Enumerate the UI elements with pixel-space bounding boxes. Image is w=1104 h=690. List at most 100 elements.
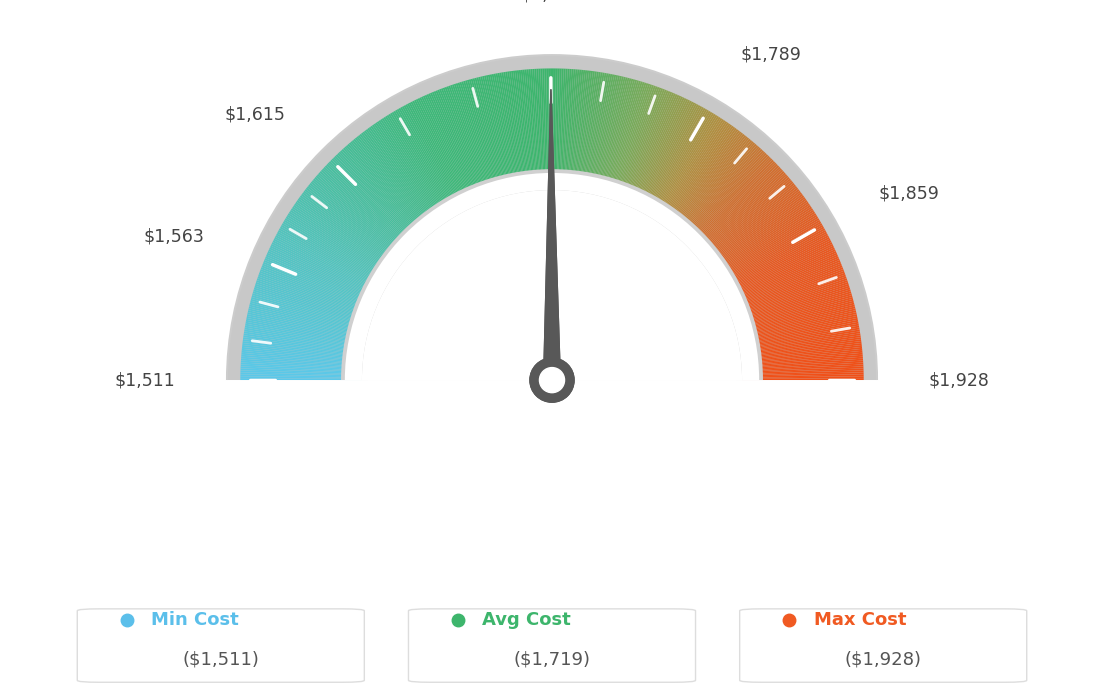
Wedge shape: [740, 328, 860, 349]
Wedge shape: [612, 84, 652, 200]
Wedge shape: [407, 104, 465, 212]
Wedge shape: [490, 75, 516, 194]
Wedge shape: [540, 68, 546, 190]
Wedge shape: [250, 303, 368, 334]
Wedge shape: [454, 83, 493, 199]
Wedge shape: [293, 206, 394, 275]
Wedge shape: [721, 239, 830, 295]
Wedge shape: [624, 92, 672, 205]
Wedge shape: [555, 68, 560, 190]
Wedge shape: [464, 81, 499, 198]
Wedge shape: [333, 157, 420, 245]
Wedge shape: [241, 361, 362, 369]
Wedge shape: [669, 135, 746, 231]
Wedge shape: [716, 225, 824, 286]
Wedge shape: [376, 121, 446, 223]
Wedge shape: [561, 69, 567, 190]
Wedge shape: [732, 280, 848, 320]
Wedge shape: [648, 111, 711, 217]
Wedge shape: [669, 134, 744, 230]
Wedge shape: [656, 119, 724, 221]
Wedge shape: [636, 101, 692, 210]
Wedge shape: [241, 376, 362, 379]
Wedge shape: [741, 341, 861, 357]
Wedge shape: [675, 141, 754, 235]
Wedge shape: [241, 364, 362, 372]
Wedge shape: [331, 158, 418, 246]
Wedge shape: [439, 89, 485, 203]
Wedge shape: [678, 146, 760, 238]
Wedge shape: [700, 184, 796, 262]
Wedge shape: [241, 362, 362, 371]
Wedge shape: [509, 71, 527, 192]
Wedge shape: [443, 88, 487, 202]
Wedge shape: [573, 70, 590, 191]
Wedge shape: [321, 170, 412, 253]
Wedge shape: [686, 158, 773, 246]
Wedge shape: [289, 211, 392, 278]
Wedge shape: [423, 96, 475, 207]
Wedge shape: [309, 183, 405, 261]
Wedge shape: [584, 73, 606, 193]
Wedge shape: [705, 197, 805, 269]
Wedge shape: [531, 69, 540, 190]
Wedge shape: [283, 221, 389, 284]
Wedge shape: [258, 273, 373, 316]
Wedge shape: [676, 144, 756, 237]
Text: $1,789: $1,789: [740, 46, 802, 63]
Wedge shape: [341, 149, 425, 240]
Wedge shape: [353, 139, 432, 234]
Wedge shape: [728, 262, 841, 309]
Wedge shape: [719, 230, 826, 290]
Wedge shape: [578, 71, 597, 192]
Wedge shape: [571, 70, 585, 191]
Wedge shape: [241, 359, 362, 368]
Wedge shape: [307, 186, 403, 263]
Wedge shape: [616, 87, 659, 201]
Wedge shape: [602, 79, 635, 197]
Wedge shape: [615, 86, 658, 201]
Wedge shape: [521, 70, 534, 191]
Wedge shape: [335, 156, 421, 244]
Wedge shape: [326, 164, 415, 249]
Wedge shape: [595, 77, 624, 195]
Wedge shape: [556, 68, 562, 190]
Wedge shape: [400, 107, 460, 214]
Wedge shape: [246, 316, 367, 342]
Wedge shape: [434, 91, 481, 204]
Wedge shape: [280, 225, 388, 286]
Wedge shape: [737, 312, 857, 340]
Wedge shape: [715, 220, 820, 284]
Wedge shape: [405, 104, 464, 213]
Wedge shape: [245, 322, 365, 346]
Wedge shape: [711, 210, 814, 277]
Wedge shape: [643, 106, 702, 214]
Wedge shape: [266, 255, 378, 305]
Wedge shape: [336, 155, 421, 243]
Text: Avg Cost: Avg Cost: [482, 611, 571, 629]
Wedge shape: [318, 172, 411, 255]
Wedge shape: [691, 168, 782, 252]
Wedge shape: [323, 167, 414, 251]
Wedge shape: [665, 129, 739, 228]
Wedge shape: [739, 326, 859, 348]
Wedge shape: [428, 93, 478, 206]
Wedge shape: [734, 293, 852, 328]
Wedge shape: [242, 345, 363, 360]
Circle shape: [540, 368, 564, 393]
Wedge shape: [340, 150, 424, 241]
Wedge shape: [733, 284, 849, 322]
Wedge shape: [630, 97, 683, 208]
Wedge shape: [598, 78, 629, 196]
Circle shape: [530, 358, 574, 402]
Wedge shape: [245, 326, 365, 348]
Wedge shape: [737, 314, 857, 341]
Wedge shape: [290, 210, 393, 277]
Wedge shape: [646, 109, 708, 215]
Wedge shape: [467, 80, 501, 197]
Wedge shape: [565, 69, 575, 190]
Wedge shape: [694, 174, 787, 255]
Wedge shape: [352, 140, 431, 235]
Wedge shape: [244, 329, 364, 351]
Wedge shape: [278, 230, 385, 290]
